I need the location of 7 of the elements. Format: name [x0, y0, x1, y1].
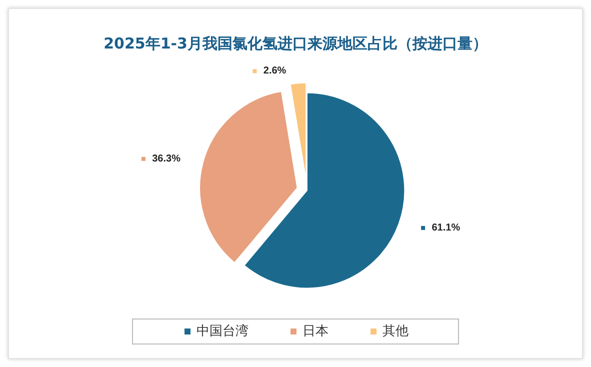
data-label: 36.3% [152, 153, 181, 164]
legend-label: 中国台湾 [196, 323, 248, 339]
data-label: 2.6% [263, 66, 286, 77]
chart-title: 2025年1-3月我国氯化氢进口来源地区占比（按进口量） [104, 34, 488, 52]
data-label: 61.1% [432, 222, 460, 234]
legend-label: 其他 [382, 324, 408, 339]
legend-label: 日本 [302, 324, 328, 339]
